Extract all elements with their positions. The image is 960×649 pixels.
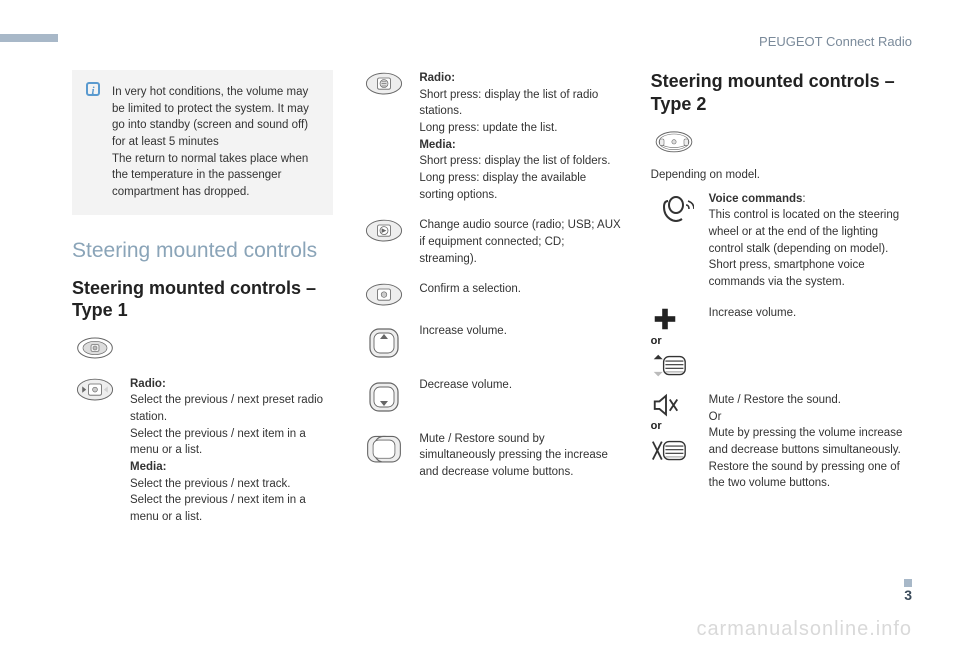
mute-or: Or bbox=[709, 411, 722, 423]
button-volume-up-icon bbox=[361, 323, 407, 363]
button-list-icon bbox=[361, 70, 407, 203]
accent-bar bbox=[0, 34, 58, 42]
control-item: Radio: Short press: display the list of … bbox=[361, 70, 622, 203]
steering-control-icon bbox=[72, 336, 118, 360]
control-item: Voice commands: This control is located … bbox=[651, 191, 912, 291]
section-title: Steering mounted controls bbox=[72, 239, 333, 263]
media-text: Short press: display the list of folders… bbox=[419, 155, 610, 200]
media-label: Media: bbox=[419, 139, 455, 151]
mute-stack: or bbox=[651, 392, 697, 492]
control-item: Decrease volume. bbox=[361, 377, 622, 417]
steering-wheel-icon bbox=[651, 129, 697, 155]
item-text: Increase volume. bbox=[419, 323, 622, 363]
control-item-mute: or Mute / Restore the sound. Or Mute by … bbox=[651, 392, 912, 492]
or-label: or bbox=[651, 420, 662, 432]
footer: carmanualsonline.info bbox=[0, 618, 960, 641]
button-confirm-icon bbox=[361, 281, 407, 308]
watermark: carmanualsonline.info bbox=[696, 618, 912, 640]
info-icon: i bbox=[86, 82, 100, 96]
scroll-mute-icon bbox=[651, 438, 687, 463]
button-volume-down-icon bbox=[361, 377, 407, 417]
button-mute-icon bbox=[361, 431, 407, 481]
item-text: Change audio source (radio; USB; AUX if … bbox=[419, 217, 622, 267]
button-source-icon bbox=[361, 217, 407, 267]
page-number: 3 bbox=[904, 587, 912, 603]
mute-text1: Mute / Restore the sound. bbox=[709, 394, 841, 406]
column-3: Steering mounted controls – Type 2 Depen… bbox=[651, 70, 912, 589]
item-text: Radio: Select the previous / next preset… bbox=[130, 376, 333, 526]
info-text: In very hot conditions, the volume may b… bbox=[112, 86, 309, 198]
control-item: Change audio source (radio; USB; AUX if … bbox=[361, 217, 622, 267]
item-text: Mute / Restore the sound. Or Mute by pre… bbox=[709, 392, 912, 492]
column-2: Radio: Short press: display the list of … bbox=[361, 70, 622, 589]
media-text: Select the previous / next track. Select… bbox=[130, 478, 306, 523]
subtitle-type1: Steering mounted controls – Type 1 bbox=[72, 277, 333, 322]
content: i In very hot conditions, the volume may… bbox=[72, 70, 912, 589]
scroll-up-icon bbox=[651, 353, 687, 378]
page-marker bbox=[904, 579, 912, 587]
volume-plus-stack: or bbox=[651, 305, 697, 378]
plus-icon bbox=[651, 305, 679, 333]
mute-text2: Mute by pressing the volume increase and… bbox=[709, 427, 903, 456]
speaker-mute-icon bbox=[651, 392, 681, 418]
control-item: Confirm a selection. bbox=[361, 281, 622, 308]
control-item: Radio: Select the previous / next preset… bbox=[72, 376, 333, 526]
voice-label: Voice commands bbox=[709, 193, 803, 205]
depending-text: Depending on model. bbox=[651, 169, 912, 181]
radio-text: Select the previous / next preset radio … bbox=[130, 394, 323, 456]
item-text: Decrease volume. bbox=[419, 377, 622, 417]
page-category: PEUGEOT Connect Radio bbox=[759, 34, 912, 49]
media-label: Media: bbox=[130, 461, 166, 473]
voice-icon bbox=[651, 191, 697, 291]
item-text: Confirm a selection. bbox=[419, 281, 622, 308]
item-text: Increase volume. bbox=[709, 305, 912, 378]
voice-text2: Short press, smartphone voice commands v… bbox=[709, 259, 865, 288]
radio-label: Radio: bbox=[130, 378, 166, 390]
control-item: Mute / Restore sound by simultaneously p… bbox=[361, 431, 622, 481]
control-item: Increase volume. bbox=[361, 323, 622, 363]
item-text: Voice commands: This control is located … bbox=[709, 191, 912, 291]
radio-label: Radio: bbox=[419, 72, 455, 84]
mute-text3: Restore the sound by pressing one of the… bbox=[709, 461, 900, 490]
info-box: i In very hot conditions, the volume may… bbox=[72, 70, 333, 215]
control-item-volume: or Increase volume. bbox=[651, 305, 912, 378]
item-text: Mute / Restore sound by simultaneously p… bbox=[419, 431, 622, 481]
item-text: Radio: Short press: display the list of … bbox=[419, 70, 622, 203]
subtitle-type2: Steering mounted controls – Type 2 bbox=[651, 70, 912, 115]
button-left-right-icon bbox=[72, 376, 118, 526]
column-1: i In very hot conditions, the volume may… bbox=[72, 70, 333, 589]
radio-text: Short press: display the list of radio s… bbox=[419, 89, 598, 134]
or-label: or bbox=[651, 335, 662, 347]
voice-text1: This control is located on the steering … bbox=[709, 209, 900, 254]
